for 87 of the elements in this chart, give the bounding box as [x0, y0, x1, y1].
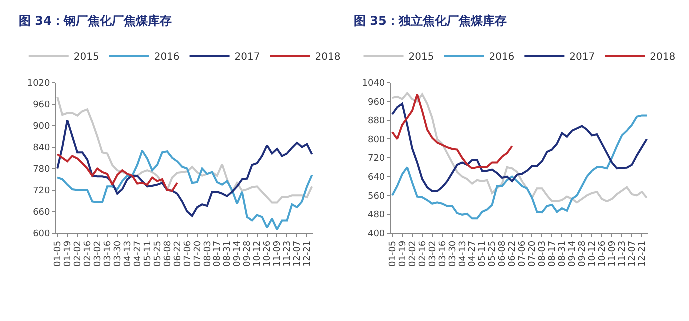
x-tick-label: 05-11	[478, 240, 488, 268]
y-tick-label: 960	[368, 98, 386, 108]
y-tick-label: 720	[33, 186, 51, 196]
x-tick-label: 08-17	[213, 240, 224, 268]
x-tick-label: 09-28	[578, 240, 588, 268]
x-tick-label: 07-06	[518, 240, 528, 268]
x-tick-label: 08-03	[203, 240, 214, 268]
line-series	[56, 150, 314, 231]
y-tick-label: 900	[33, 122, 51, 132]
y-tick-label: 720	[368, 154, 386, 164]
chart-title: 图 34：钢厂焦化厂焦煤库存	[19, 14, 172, 28]
x-tick-label: 06-08	[498, 240, 508, 268]
y-tick-label: 660	[33, 208, 51, 218]
x-tick-label: 07-20	[193, 240, 204, 268]
x-tick-label: 03-16	[103, 240, 114, 268]
x-tick-label: 02-02	[73, 240, 84, 268]
legend-label: 2015	[408, 52, 434, 64]
x-tick-label: 08-31	[558, 240, 568, 268]
x-tick-label: 01-05	[54, 240, 64, 268]
x-tick-label: 08-03	[538, 240, 548, 268]
line-series	[56, 119, 314, 218]
line-series	[56, 96, 314, 204]
y-tick-label: 960	[33, 100, 51, 110]
y-tick-label: 880	[368, 116, 386, 127]
line-series	[56, 153, 178, 192]
x-tick-label: 11-09	[273, 240, 284, 268]
x-tick-label: 12-21	[638, 240, 648, 268]
y-tick-label: 780	[33, 164, 51, 175]
x-tick-label: 02-02	[408, 240, 418, 268]
y-tick-label: 640	[368, 172, 386, 183]
x-tick-label: 07-20	[528, 240, 538, 268]
line-series	[391, 94, 514, 170]
x-tick-label: 05-25	[153, 240, 164, 268]
x-tick-label: 09-14	[568, 240, 578, 268]
x-tick-label: 10-26	[263, 240, 274, 268]
x-tick-label: 03-16	[438, 240, 448, 268]
x-tick-label: 10-12	[588, 240, 598, 268]
x-tick-label: 12-07	[628, 240, 638, 268]
y-tick-label: 600	[33, 229, 51, 240]
x-tick-label: 06-22	[508, 240, 518, 268]
line-series	[391, 102, 648, 192]
x-tick-label: 03-02	[428, 240, 438, 268]
x-tick-label: 11-09	[608, 240, 618, 268]
x-tick-label: 08-31	[223, 240, 234, 268]
legend-label: 2016	[154, 52, 180, 64]
y-tick-label: 840	[33, 143, 51, 154]
x-tick-label: 01-05	[388, 240, 398, 268]
x-tick-label: 04-13	[123, 240, 134, 268]
x-tick-label: 02-16	[418, 240, 428, 268]
x-tick-label: 09-28	[243, 240, 254, 268]
x-tick-label: 04-27	[468, 240, 478, 268]
legend-label: 2018	[315, 52, 341, 64]
y-tick-label: 480	[368, 210, 386, 221]
x-tick-label: 11-23	[283, 240, 294, 268]
legend-label: 2016	[489, 52, 515, 64]
x-tick-label: 10-26	[598, 240, 608, 268]
legend-label: 2017	[234, 52, 260, 64]
x-tick-label: 06-22	[173, 240, 184, 268]
line-series	[391, 114, 648, 220]
y-tick-label: 800	[368, 135, 386, 146]
x-tick-label: 05-25	[488, 240, 498, 268]
x-tick-label: 08-17	[548, 240, 558, 268]
line-series	[391, 92, 648, 204]
x-tick-label: 07-06	[183, 240, 194, 268]
legend-label: 2017	[570, 52, 596, 64]
legend-label: 2015	[74, 52, 100, 64]
x-tick-label: 04-13	[458, 240, 468, 268]
x-tick-label: 04-27	[133, 240, 144, 268]
x-tick-label: 03-30	[113, 240, 124, 268]
y-tick-label: 560	[368, 192, 386, 202]
x-tick-label: 10-12	[253, 240, 264, 268]
x-tick-label: 06-08	[163, 240, 174, 268]
legend-label: 2018	[650, 52, 676, 64]
y-tick-label: 1040	[362, 78, 386, 89]
x-tick-label: 09-14	[233, 240, 244, 268]
y-tick-label: 400	[368, 229, 386, 240]
x-tick-label: 11-23	[618, 240, 628, 268]
x-tick-label: 12-07	[293, 240, 304, 268]
x-tick-label: 01-19	[398, 240, 408, 268]
y-tick-label: 1020	[27, 78, 51, 89]
x-tick-label: 01-19	[63, 240, 74, 268]
x-tick-label: 02-16	[83, 240, 94, 268]
x-tick-label: 03-30	[448, 240, 458, 268]
x-tick-label: 12-21	[303, 240, 314, 268]
x-tick-label: 03-02	[93, 240, 104, 268]
x-tick-label: 05-11	[143, 240, 154, 268]
chart-title: 图 35：独立焦化厂焦煤库存	[354, 14, 507, 28]
